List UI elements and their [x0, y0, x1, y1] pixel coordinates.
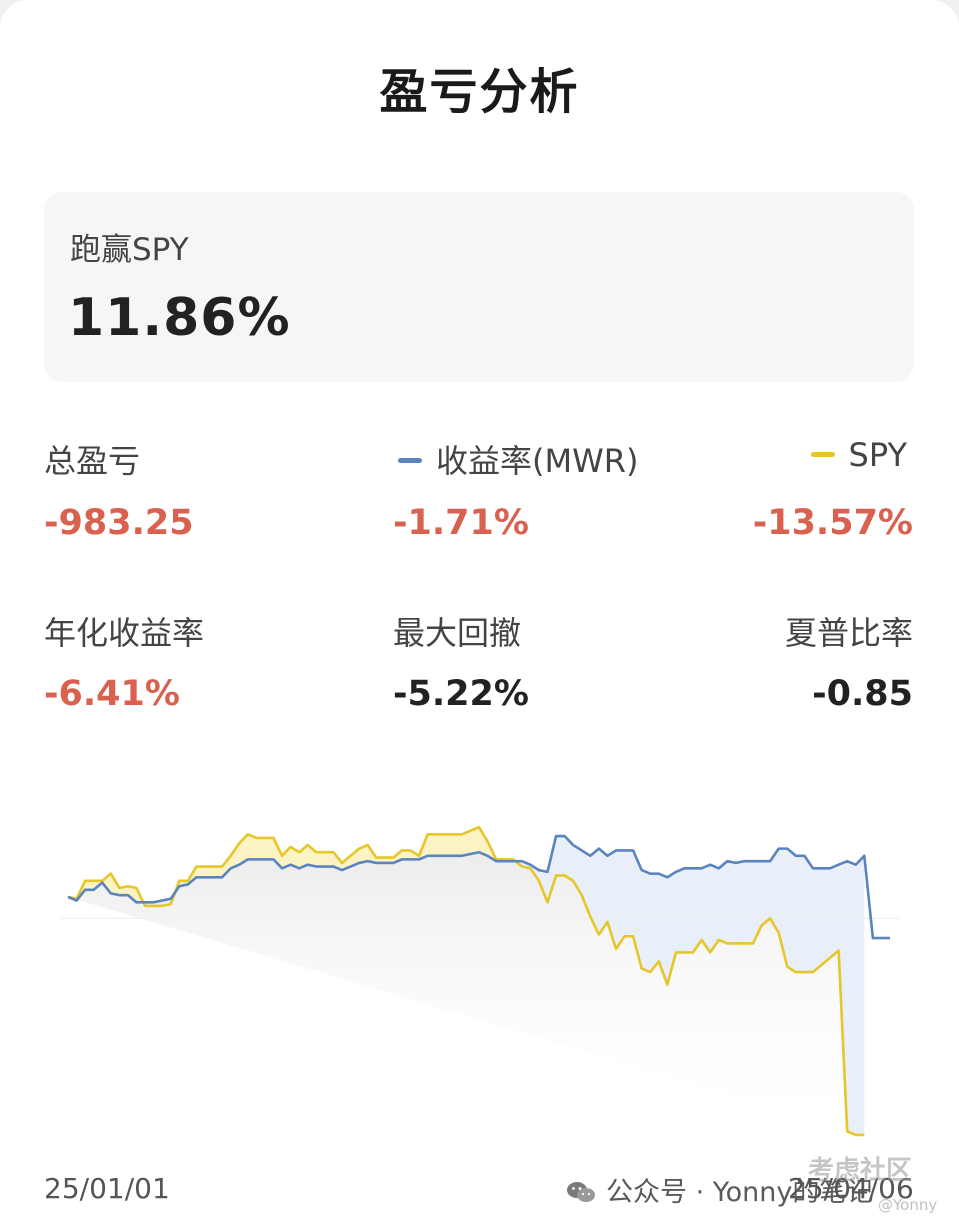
spread-band-segment — [376, 857, 385, 863]
spread-band-segment — [761, 861, 771, 926]
spread-band-segment — [127, 886, 137, 903]
max-drawdown-label: 最大回撤 — [393, 614, 522, 652]
annualized-label: 年化收益率 — [44, 614, 205, 652]
spread-band-segment — [102, 873, 111, 894]
spread-band-segment — [196, 866, 205, 878]
spread-band-segment — [650, 873, 659, 973]
spread-band-segment — [718, 861, 728, 944]
spread-band-segment — [247, 834, 257, 860]
spread-band-segment — [436, 834, 445, 856]
spread-band-segment — [624, 850, 634, 937]
mwr-label: 收益率(MWR) — [436, 442, 639, 480]
handle-watermark: @Yonny — [878, 1196, 938, 1214]
spread-band-segment — [479, 827, 488, 856]
spread-band-segment — [547, 836, 557, 903]
spread-band-segment — [556, 836, 565, 876]
spread-band-segment — [770, 848, 779, 933]
spy-legend[interactable]: SPY — [810, 436, 907, 474]
mwr-value: -1.71% — [393, 503, 529, 543]
spy-legend-marker — [810, 451, 835, 457]
spread-band-segment — [675, 868, 685, 953]
spread-band-segment — [598, 848, 608, 935]
spy-series-line — [67, 825, 865, 1137]
annualized-value: -6.41% — [44, 674, 180, 714]
spread-band-segment — [264, 837, 274, 860]
spy-label: SPY — [848, 436, 907, 474]
mwr-legend[interactable]: 收益率(MWR) — [398, 436, 638, 482]
returns-chart-svg — [60, 825, 900, 1137]
spread-band-segment — [282, 846, 291, 869]
chart-base-area — [68, 852, 865, 1135]
spread-band-segment — [461, 830, 471, 856]
spread-band-segment — [205, 866, 214, 878]
spread-band-segment — [359, 845, 368, 863]
spread-band-segment — [727, 861, 736, 944]
spread-band-segment — [830, 864, 839, 958]
spread-band-segment — [795, 855, 805, 973]
spread-band-segment — [256, 837, 265, 860]
spread-band-segment — [324, 852, 334, 867]
spread-band-segment — [684, 868, 694, 953]
beat-spy-value: 11.86% — [68, 288, 291, 348]
spread-band-segment — [658, 873, 668, 985]
spread-band-segment — [213, 866, 223, 878]
spread-band-segment — [855, 855, 865, 1135]
spread-band-segment — [804, 855, 813, 973]
spread-band-segment — [847, 861, 856, 1135]
sharpe-value: -0.85 — [812, 674, 913, 714]
spread-band-segment — [821, 868, 831, 965]
spread-band-segment — [787, 848, 796, 973]
beat-spy-card: 跑赢SPY 11.86% — [44, 192, 914, 382]
x-axis-start-label: 25/01/01 — [44, 1172, 170, 1205]
sharpe-label: 夏普比率 — [784, 614, 913, 652]
spread-band-segment — [564, 836, 574, 881]
spread-band-segment — [607, 850, 616, 949]
spread-band-segment — [693, 868, 702, 953]
spread-band-segment — [590, 848, 599, 935]
spread-band-segment — [222, 855, 231, 878]
beat-spy-label: 跑赢SPY — [70, 232, 189, 268]
spread-band-segment — [384, 857, 394, 863]
spread-band-segment — [427, 834, 437, 856]
spread-band-segment — [710, 864, 719, 953]
spread-band-segment — [735, 861, 745, 944]
spread-band-segment — [307, 845, 317, 867]
spread-band-segment — [616, 850, 625, 949]
spread-band-segment — [444, 834, 454, 856]
mwr-series-line — [67, 834, 890, 940]
spread-band-segment — [701, 864, 711, 953]
returns-chart[interactable] — [60, 820, 900, 1160]
page-title: 盈亏分析 — [379, 64, 580, 120]
watermark: 公众号 · Yonny的笔记 — [566, 1170, 873, 1209]
spread-band-segment — [230, 843, 240, 869]
max-drawdown-value: -5.22% — [393, 674, 529, 714]
x-axis-end-label: 25/04/06 — [788, 1172, 914, 1205]
community-watermark: 考虑社区 — [808, 1156, 913, 1186]
spread-band-segment — [641, 870, 651, 973]
total-pnl-value: -983.25 — [44, 503, 194, 543]
spread-band-segment — [744, 861, 753, 944]
watermark-text: 公众号 · Yonny的笔记 — [606, 1177, 874, 1208]
spread-band-segment — [633, 850, 642, 969]
spread-band-segment — [85, 880, 94, 890]
spread-band-segment — [316, 852, 325, 867]
spread-band-segment — [812, 868, 822, 973]
wechat-icon — [567, 1181, 595, 1202]
total-pnl-label: 总盈亏 — [44, 442, 141, 480]
spread-band-segment — [401, 850, 411, 860]
spread-band-segment — [470, 827, 479, 854]
mwr-legend-marker — [398, 457, 422, 463]
spread-band-segment — [453, 834, 462, 856]
spy-value: -13.57% — [752, 503, 913, 543]
spread-band-segment — [753, 861, 762, 944]
spread-band-segment — [350, 848, 360, 867]
